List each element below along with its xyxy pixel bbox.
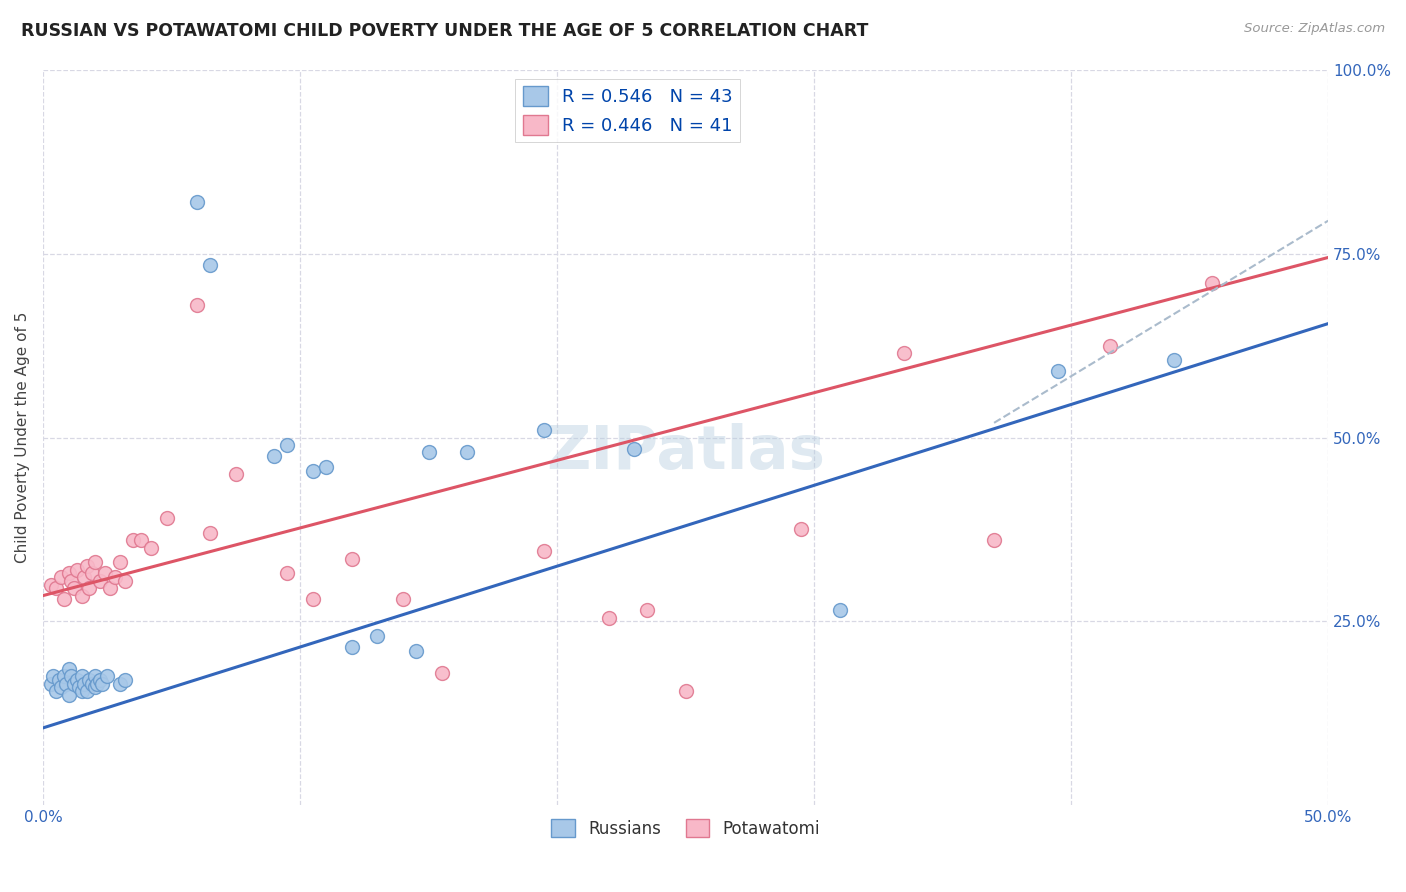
Point (52, 592, 75, 607)
Point (675, 684, 697, 698)
Point (418, 445, 440, 459)
Point (122, 533, 145, 548)
Point (55, 677, 77, 691)
Point (45, 581, 67, 595)
Point (86, 677, 108, 691)
Point (76, 684, 98, 698)
Point (114, 673, 136, 687)
Point (65, 563, 87, 577)
Point (790, 523, 813, 537)
Point (200, 258, 222, 272)
Point (1201, 276, 1223, 290)
Point (63, 677, 86, 691)
Point (48, 673, 70, 687)
Point (828, 603, 851, 617)
Point (155, 511, 177, 525)
Point (598, 610, 620, 624)
Text: Source: ZipAtlas.com: Source: ZipAtlas.com (1244, 22, 1385, 36)
Point (1047, 364, 1070, 378)
Point (80, 566, 103, 581)
Y-axis label: Child Poverty Under the Age of 5: Child Poverty Under the Age of 5 (15, 312, 30, 563)
Point (893, 346, 915, 360)
Point (430, 665, 453, 680)
Point (94, 566, 117, 581)
Point (96, 669, 118, 683)
Point (186, 195, 208, 210)
Point (58, 662, 80, 676)
Point (51, 570, 73, 584)
Point (276, 566, 298, 581)
Point (110, 677, 132, 691)
Point (636, 603, 658, 617)
Text: RUSSIAN VS POTAWATOMI CHILD POVERTY UNDER THE AGE OF 5 CORRELATION CHART: RUSSIAN VS POTAWATOMI CHILD POVERTY UNDE… (21, 22, 869, 40)
Point (302, 464, 325, 478)
Point (70, 669, 93, 683)
Point (52, 669, 75, 683)
Point (405, 643, 427, 657)
Point (392, 592, 415, 607)
Point (263, 449, 285, 463)
Point (73, 677, 96, 691)
Point (79, 581, 101, 595)
Point (42, 669, 65, 683)
Point (186, 298, 208, 312)
Point (129, 533, 152, 548)
Point (200, 526, 222, 541)
Point (623, 442, 645, 456)
Point (70, 589, 93, 603)
Point (58, 688, 80, 702)
Point (83, 669, 105, 683)
Point (45, 684, 67, 698)
Point (225, 467, 247, 482)
Point (98, 581, 121, 595)
Point (60, 574, 83, 588)
Point (533, 544, 555, 558)
Point (1098, 339, 1121, 353)
Point (39, 577, 62, 591)
Point (366, 629, 388, 643)
Point (83, 681, 105, 695)
Point (76, 559, 98, 574)
Point (983, 533, 1005, 548)
Point (276, 438, 298, 452)
Point (67, 681, 90, 695)
Point (83, 556, 105, 570)
Point (456, 445, 478, 459)
Point (80, 677, 103, 691)
Point (340, 640, 363, 654)
Point (89, 574, 111, 588)
Point (91, 677, 114, 691)
Point (104, 570, 127, 584)
Point (39, 677, 62, 691)
Legend: Russians, Potawatomi: Russians, Potawatomi (544, 813, 827, 845)
Point (340, 551, 363, 566)
Point (51, 681, 73, 695)
Text: ZIPatlas: ZIPatlas (546, 423, 825, 482)
Point (302, 592, 325, 607)
Point (70, 684, 93, 698)
Point (65, 673, 87, 687)
Point (110, 556, 132, 570)
Point (60, 669, 83, 683)
Point (63, 581, 86, 595)
Point (73, 570, 96, 584)
Point (1163, 353, 1185, 368)
Point (139, 541, 162, 555)
Point (114, 574, 136, 588)
Point (533, 423, 555, 437)
Point (79, 673, 101, 687)
Point (89, 673, 111, 687)
Point (58, 566, 80, 581)
Point (315, 459, 337, 474)
